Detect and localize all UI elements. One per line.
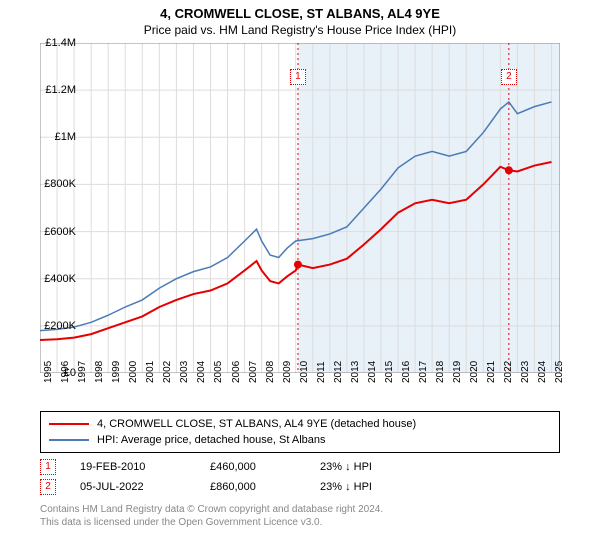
x-tick-label: 2005 [213, 361, 224, 383]
sale-table: 1 19-FEB-2010 £460,000 23% ↓ HPI 2 05-JU… [40, 457, 560, 497]
sale-date-1: 19-FEB-2010 [80, 461, 210, 473]
x-tick-label: 2002 [162, 361, 173, 383]
legend-row-hpi: HPI: Average price, detached house, St A… [49, 432, 551, 448]
sale-pct-1: 23% ↓ HPI [320, 461, 400, 473]
x-tick-label: 2008 [265, 361, 276, 383]
x-tick-label: 2000 [128, 361, 139, 383]
y-tick-label: £1M [55, 131, 76, 143]
footer-line2: This data is licensed under the Open Gov… [40, 516, 560, 529]
legend-box: 4, CROMWELL CLOSE, ST ALBANS, AL4 9YE (d… [40, 411, 560, 453]
footer-line1: Contains HM Land Registry data © Crown c… [40, 503, 560, 516]
x-tick-label: 2021 [486, 361, 497, 383]
x-tick-label: 2024 [537, 361, 548, 383]
x-tick-label: 2019 [452, 361, 463, 383]
x-tick-label: 2023 [520, 361, 531, 383]
x-tick-label: 2011 [316, 361, 327, 383]
y-tick-label: £800K [44, 178, 76, 190]
sale-marker-1-icon: 1 [40, 459, 56, 475]
chart-subtitle: Price paid vs. HM Land Registry's House … [0, 21, 600, 43]
sale-price-2: £860,000 [210, 481, 320, 493]
x-tick-label: 1997 [77, 361, 88, 383]
x-tick-label: 1998 [94, 361, 105, 383]
sale-row-1: 1 19-FEB-2010 £460,000 23% ↓ HPI [40, 457, 560, 477]
y-tick-label: £200K [44, 320, 76, 332]
x-tick-label: 1995 [43, 361, 54, 383]
footer: Contains HM Land Registry data © Crown c… [40, 503, 560, 529]
x-tick-label: 2016 [401, 361, 412, 383]
x-tick-label: 2004 [196, 361, 207, 383]
chart-area: £0£200K£400K£600K£800K£1M£1.2M£1.4M19951… [40, 43, 600, 403]
chart-title: 4, CROMWELL CLOSE, ST ALBANS, AL4 9YE [0, 0, 600, 21]
plot-svg [40, 43, 560, 373]
x-tick-label: 2017 [418, 361, 429, 383]
legend-label-hpi: HPI: Average price, detached house, St A… [97, 434, 326, 446]
x-tick-label: 2001 [145, 361, 156, 383]
x-tick-label: 2018 [435, 361, 446, 383]
x-tick-label: 2006 [231, 361, 242, 383]
y-tick-label: £1.4M [45, 37, 76, 49]
sale-marker-box-2: 2 [501, 69, 517, 85]
chart-container: 4, CROMWELL CLOSE, ST ALBANS, AL4 9YE Pr… [0, 0, 600, 560]
x-tick-label: 2020 [469, 361, 480, 383]
y-tick-label: £600K [44, 226, 76, 238]
x-tick-label: 1996 [60, 361, 71, 383]
sale-marker-box-1: 1 [290, 69, 306, 85]
x-tick-label: 2014 [367, 361, 378, 383]
x-tick-label: 2013 [350, 361, 361, 383]
sale-row-2: 2 05-JUL-2022 £860,000 23% ↓ HPI [40, 477, 560, 497]
legend-swatch-property [49, 423, 89, 425]
y-tick-label: £1.2M [45, 84, 76, 96]
x-tick-label: 2009 [282, 361, 293, 383]
legend-row-property: 4, CROMWELL CLOSE, ST ALBANS, AL4 9YE (d… [49, 416, 551, 432]
x-tick-label: 2003 [179, 361, 190, 383]
sale-price-1: £460,000 [210, 461, 320, 473]
sale-marker-2-icon: 2 [40, 479, 56, 495]
sale-pct-2: 23% ↓ HPI [320, 481, 400, 493]
x-tick-label: 2012 [333, 361, 344, 383]
x-tick-label: 2022 [503, 361, 514, 383]
x-tick-label: 2010 [299, 361, 310, 383]
legend-swatch-hpi [49, 439, 89, 441]
legend-label-property: 4, CROMWELL CLOSE, ST ALBANS, AL4 9YE (d… [97, 418, 416, 430]
y-tick-label: £400K [44, 273, 76, 285]
sale-date-2: 05-JUL-2022 [80, 481, 210, 493]
x-tick-label: 2015 [384, 361, 395, 383]
x-tick-label: 1999 [111, 361, 122, 383]
x-tick-label: 2025 [554, 361, 565, 383]
x-tick-label: 2007 [248, 361, 259, 383]
